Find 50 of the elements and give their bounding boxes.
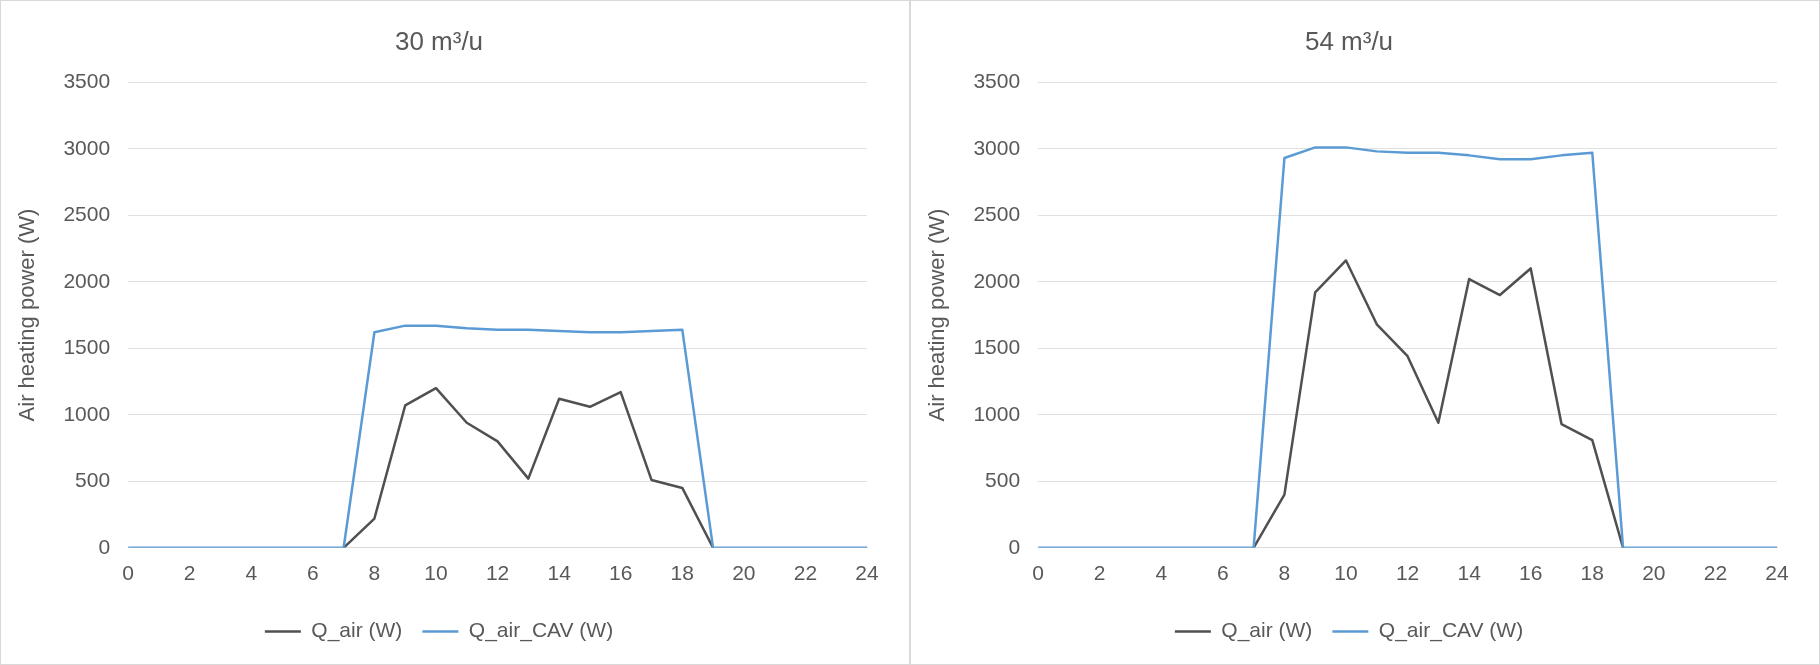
y-tick-label: 2500 [63,202,111,226]
y-tick-label: 2500 [973,202,1021,226]
y-tick-label: 3000 [63,135,111,159]
x-tick-label: 10 [1334,561,1358,585]
x-tick-label: 20 [1642,561,1666,585]
y-tick-label: 2000 [63,268,111,292]
chart-title: 54 m³/u [1304,25,1394,56]
y-axis-title: Air heating power (W) [924,208,950,422]
x-tick-label: 14 [547,561,572,585]
x-tick-label: 0 [122,561,134,585]
x-tick-label: 12 [1395,561,1420,585]
x-tick-label: 8 [368,561,381,585]
x-tick-label: 12 [485,561,510,585]
x-tick-label: 6 [1216,561,1229,585]
y-tick-label: 500 [985,468,1021,492]
y-tick-label: 1000 [973,401,1021,425]
y-tick-label: 3500 [63,69,111,92]
chart-title: 30 m³/u [394,25,484,56]
y-tick-label: 3500 [973,69,1021,92]
x-tick-label: 0 [1032,561,1044,585]
y-tick-label: 1000 [63,401,111,425]
y-tick-label: 2000 [973,268,1021,292]
x-tick-label: 16 [609,561,633,585]
legend-label: Q_air_CAV (W) [1378,618,1524,643]
x-tick-label: 18 [670,561,694,585]
y-tick-label: 1500 [63,335,111,359]
x-tick-label: 4 [245,561,258,585]
y-tick-label: 1500 [973,335,1021,359]
x-tick-label: 2 [183,561,196,585]
y-tick-label: 500 [75,468,111,492]
x-tick-label: 2 [1093,561,1106,585]
x-tick-label: 14 [1457,561,1482,585]
x-tick-label: 8 [1278,561,1291,585]
legend-label: Q_air_CAV (W) [468,618,614,643]
y-tick-label: 0 [1008,534,1021,558]
x-tick-label: 16 [1519,561,1543,585]
legend-label: Q_air (W) [311,618,403,643]
x-tick-label: 22 [1703,561,1728,585]
y-tick-label: 3000 [973,135,1021,159]
y-tick-label: 0 [98,534,111,558]
x-tick-label: 22 [793,561,818,585]
y-axis-title: Air heating power (W) [14,208,40,422]
x-tick-label: 24 [855,561,879,585]
x-tick-label: 24 [1765,561,1789,585]
x-tick-label: 10 [424,561,448,585]
legend-label: Q_air (W) [1221,618,1313,643]
x-tick-label: 6 [306,561,319,585]
x-tick-label: 18 [1580,561,1604,585]
x-tick-label: 4 [1155,561,1168,585]
x-tick-label: 20 [732,561,756,585]
